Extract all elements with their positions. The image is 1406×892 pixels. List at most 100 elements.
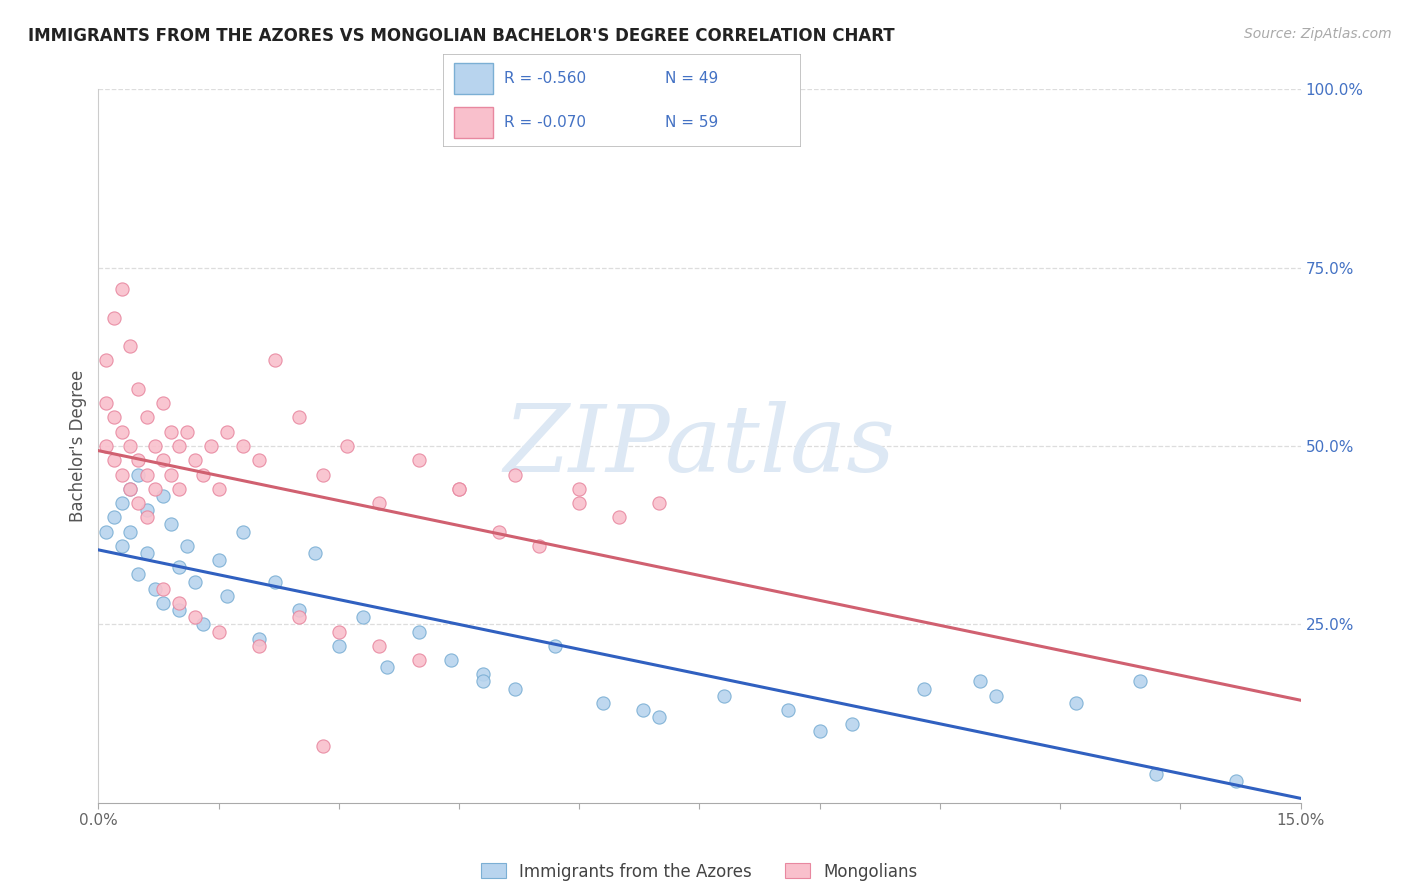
Point <box>568 482 591 496</box>
Point <box>159 517 181 532</box>
Point <box>247 632 270 646</box>
Point <box>183 610 205 624</box>
Point <box>841 717 863 731</box>
Point <box>488 524 510 539</box>
Point <box>103 410 125 425</box>
Point <box>288 610 311 624</box>
Point <box>648 710 671 724</box>
Point <box>544 639 567 653</box>
Point <box>215 589 238 603</box>
Point <box>135 546 157 560</box>
Text: IMMIGRANTS FROM THE AZORES VS MONGOLIAN BACHELOR'S DEGREE CORRELATION CHART: IMMIGRANTS FROM THE AZORES VS MONGOLIAN … <box>28 27 894 45</box>
Point <box>167 439 190 453</box>
Text: R = -0.560: R = -0.560 <box>503 70 586 86</box>
Point <box>120 482 142 496</box>
Point <box>176 539 198 553</box>
Point <box>208 624 231 639</box>
FancyBboxPatch shape <box>454 107 494 138</box>
Point <box>263 353 285 368</box>
Point <box>152 396 174 410</box>
Point <box>328 624 350 639</box>
Point <box>232 439 254 453</box>
Point <box>368 639 391 653</box>
Point <box>713 689 735 703</box>
Point <box>969 674 991 689</box>
Point <box>183 453 205 467</box>
Point <box>984 689 1007 703</box>
Point <box>152 582 174 596</box>
Point <box>312 739 335 753</box>
Point <box>111 425 134 439</box>
Point <box>103 310 125 325</box>
Point <box>568 496 591 510</box>
Point <box>120 482 142 496</box>
Point <box>159 425 181 439</box>
Point <box>1064 696 1087 710</box>
Point <box>135 503 157 517</box>
Point <box>472 674 495 689</box>
Point <box>288 603 311 617</box>
Text: N = 59: N = 59 <box>665 115 718 130</box>
FancyBboxPatch shape <box>454 63 494 94</box>
Point <box>96 524 118 539</box>
Point <box>312 467 335 482</box>
Point <box>143 482 166 496</box>
Point <box>408 653 430 667</box>
Point <box>408 624 430 639</box>
Point <box>263 574 285 589</box>
Point <box>111 467 134 482</box>
Point <box>472 667 495 681</box>
Point <box>328 639 350 653</box>
Point <box>183 574 205 589</box>
Point <box>191 467 214 482</box>
Point <box>1225 774 1247 789</box>
Point <box>304 546 326 560</box>
Point <box>592 696 614 710</box>
Point <box>247 639 270 653</box>
Point <box>609 510 631 524</box>
Point <box>152 489 174 503</box>
Point <box>176 425 198 439</box>
Point <box>167 482 190 496</box>
Point <box>120 339 142 353</box>
Point <box>135 467 157 482</box>
Point <box>912 681 935 696</box>
Point <box>408 453 430 467</box>
Point <box>1129 674 1152 689</box>
Text: R = -0.070: R = -0.070 <box>503 115 586 130</box>
Point <box>191 617 214 632</box>
Point <box>167 560 190 574</box>
Y-axis label: Bachelor's Degree: Bachelor's Degree <box>69 370 87 522</box>
Point <box>103 510 125 524</box>
Point <box>103 453 125 467</box>
Point <box>152 596 174 610</box>
Point <box>167 596 190 610</box>
Point <box>96 396 118 410</box>
Point <box>529 539 551 553</box>
Point <box>120 439 142 453</box>
Point <box>368 496 391 510</box>
Point <box>128 382 150 396</box>
Point <box>288 410 311 425</box>
Point <box>128 567 150 582</box>
Legend: Immigrants from the Azores, Mongolians: Immigrants from the Azores, Mongolians <box>474 856 925 888</box>
Point <box>375 660 398 674</box>
Point <box>247 453 270 467</box>
Point <box>336 439 359 453</box>
Point <box>128 453 150 467</box>
Point <box>208 553 231 567</box>
Point <box>167 603 190 617</box>
FancyBboxPatch shape <box>443 54 801 147</box>
Point <box>128 467 150 482</box>
Point <box>111 282 134 296</box>
Point <box>447 482 470 496</box>
Point <box>440 653 463 667</box>
Point <box>776 703 799 717</box>
Point <box>232 524 254 539</box>
Point <box>96 439 118 453</box>
Point <box>143 439 166 453</box>
Point <box>111 539 134 553</box>
Text: Source: ZipAtlas.com: Source: ZipAtlas.com <box>1244 27 1392 41</box>
Point <box>120 524 142 539</box>
Point <box>111 496 134 510</box>
